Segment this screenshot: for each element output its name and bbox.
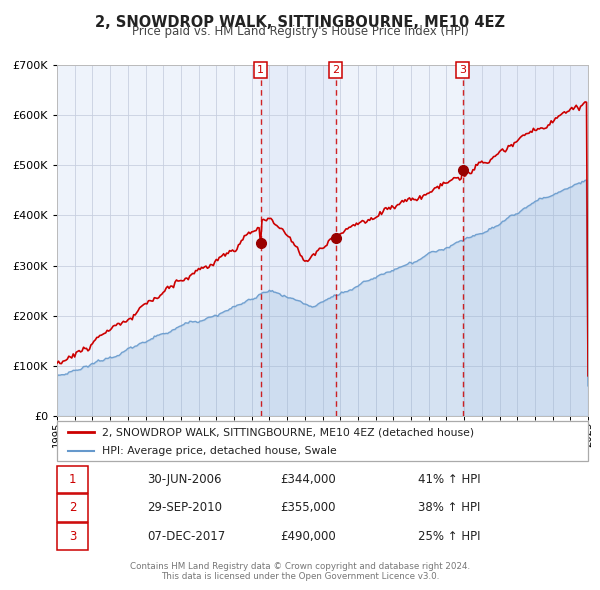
Text: £344,000: £344,000 <box>280 473 336 486</box>
Text: 30-JUN-2006: 30-JUN-2006 <box>147 473 222 486</box>
Text: £355,000: £355,000 <box>280 502 335 514</box>
Text: 3: 3 <box>459 65 466 75</box>
Bar <box>260 65 336 416</box>
Text: 2: 2 <box>68 502 76 514</box>
Text: 2, SNOWDROP WALK, SITTINGBOURNE, ME10 4EZ: 2, SNOWDROP WALK, SITTINGBOURNE, ME10 4E… <box>95 15 505 30</box>
Text: 3: 3 <box>69 530 76 543</box>
Text: 1: 1 <box>257 65 264 75</box>
Text: This data is licensed under the Open Government Licence v3.0.: This data is licensed under the Open Gov… <box>161 572 439 581</box>
Text: 41% ↑ HPI: 41% ↑ HPI <box>418 473 481 486</box>
FancyBboxPatch shape <box>57 466 88 493</box>
Text: 2: 2 <box>332 65 340 75</box>
Text: 1: 1 <box>68 473 76 486</box>
Bar <box>463 65 588 416</box>
Text: 2, SNOWDROP WALK, SITTINGBOURNE, ME10 4EZ (detached house): 2, SNOWDROP WALK, SITTINGBOURNE, ME10 4E… <box>102 427 474 437</box>
Text: £490,000: £490,000 <box>280 530 336 543</box>
Text: 38% ↑ HPI: 38% ↑ HPI <box>418 502 481 514</box>
Text: Contains HM Land Registry data © Crown copyright and database right 2024.: Contains HM Land Registry data © Crown c… <box>130 562 470 571</box>
Text: 07-DEC-2017: 07-DEC-2017 <box>147 530 226 543</box>
Text: 29-SEP-2010: 29-SEP-2010 <box>147 502 222 514</box>
FancyBboxPatch shape <box>57 523 88 550</box>
Text: HPI: Average price, detached house, Swale: HPI: Average price, detached house, Swal… <box>102 445 337 455</box>
Text: 25% ↑ HPI: 25% ↑ HPI <box>418 530 481 543</box>
FancyBboxPatch shape <box>57 494 88 522</box>
Text: Price paid vs. HM Land Registry's House Price Index (HPI): Price paid vs. HM Land Registry's House … <box>131 25 469 38</box>
